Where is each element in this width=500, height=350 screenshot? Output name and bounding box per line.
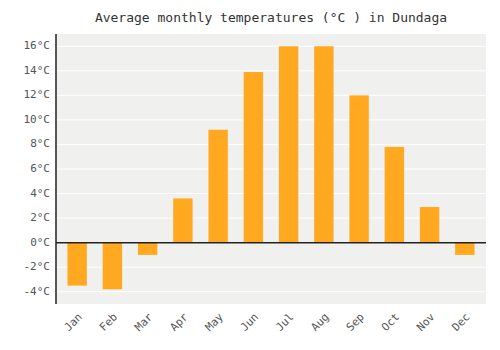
bar <box>138 243 157 255</box>
x-tick-label: Jun <box>238 311 261 334</box>
bars <box>67 46 474 289</box>
x-tick-label: Oct <box>379 311 402 334</box>
grid-line <box>56 46 486 47</box>
bar <box>455 243 474 255</box>
chart-svg: -4°C -2°C 0°C 2°C 4°C 6°C 8°C 10°C 12°C 14°C 16°C J… <box>0 0 500 350</box>
x-tick-label: Nov <box>414 310 438 334</box>
y-ticks: -4°C -2°C 0°C 2°C 4°C 6°C 8°C 10°C 12°C 14°C 16°C <box>24 39 51 297</box>
y-tick-label: 0°C <box>30 236 50 249</box>
title: Average monthly temperatures (°C ) in Du… <box>95 10 447 25</box>
bar <box>349 95 368 242</box>
grid-line <box>56 291 486 292</box>
zero-line <box>56 242 486 244</box>
x-tick-label: Apr <box>167 310 191 334</box>
bar <box>385 147 404 243</box>
grid <box>56 46 486 291</box>
x-tick-label: Jul <box>273 311 296 334</box>
y-tick-label: 14°C <box>24 64 51 77</box>
bar <box>208 130 227 243</box>
grid-line <box>56 119 486 120</box>
grid-line <box>56 242 486 243</box>
x-tick-label: Dec <box>449 311 472 334</box>
grid-line <box>56 169 486 170</box>
bar <box>279 46 298 242</box>
chart-container: -4°C -2°C 0°C 2°C 4°C 6°C 8°C 10°C 12°C 14°C 16°C J… <box>0 0 500 350</box>
y-tick-label: -4°C <box>24 285 51 298</box>
bar <box>314 46 333 242</box>
x-tick-label: Jan <box>62 311 85 334</box>
bar <box>103 243 122 290</box>
plot-background <box>56 34 486 304</box>
y-tick-label: 2°C <box>30 211 50 224</box>
grid-line <box>56 70 486 71</box>
y-tick-label: 12°C <box>24 88 51 101</box>
x-tick-label: Aug <box>308 311 331 334</box>
x-ticks: Jan Feb Mar Apr May Jun Jul Aug Sep Oct Nov Dec <box>62 310 473 334</box>
y-tick-label: 4°C <box>30 187 50 200</box>
x-tick-label: Sep <box>344 311 367 334</box>
bar <box>67 243 86 286</box>
x-tick-label: May <box>203 310 227 334</box>
bar <box>173 198 192 242</box>
y-tick-label: 16°C <box>24 39 51 52</box>
x-tick-label: Feb <box>97 311 120 334</box>
bar <box>244 72 263 243</box>
grid-line <box>56 95 486 96</box>
bar <box>420 207 439 243</box>
x-tick-label: Mar <box>132 310 156 334</box>
y-tick-label: 6°C <box>30 162 50 175</box>
y-tick-label: 10°C <box>24 113 51 126</box>
grid-line <box>56 193 486 194</box>
y-tick-label: 8°C <box>30 137 50 150</box>
y-tick-label: -2°C <box>24 260 51 273</box>
y-axis-line <box>55 34 57 304</box>
grid-line <box>56 144 486 145</box>
